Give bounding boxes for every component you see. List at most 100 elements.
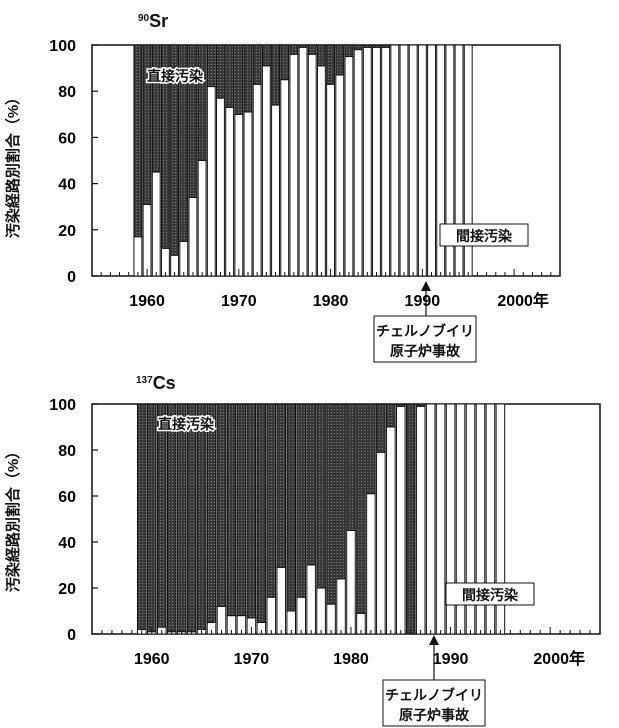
title-sr90: 90Sr (138, 11, 168, 31)
y-tick-label: 100 (49, 38, 76, 55)
bar-indirect (336, 578, 346, 635)
title-mass: 137 (136, 375, 153, 386)
y-tick-label: 60 (58, 489, 76, 506)
bar-direct (206, 403, 217, 623)
bar-indirect (216, 97, 225, 277)
y-tick-label: 20 (58, 223, 76, 240)
y-axis-label: 汚染経路別割合（%） (4, 444, 22, 592)
bar-direct (336, 403, 346, 580)
bar-indirect (386, 426, 396, 635)
x-tick-label: 1980 (333, 651, 369, 668)
bar-indirect (216, 605, 227, 635)
bar-direct (216, 403, 227, 607)
y-tick-label: 80 (58, 443, 76, 460)
bar-indirect (425, 403, 436, 635)
bar-direct (261, 44, 271, 67)
bar-direct (366, 403, 376, 495)
y-tick-label: 0 (67, 269, 76, 286)
event-label-box (373, 315, 477, 363)
bar-indirect (160, 247, 170, 277)
plot-area: 0 20 40 60 80 100 1960 1970 1980 1990 2000年 (49, 38, 561, 310)
bar-direct (396, 403, 406, 407)
bar-direct (243, 44, 253, 113)
bar-indirect (188, 196, 198, 277)
bar-indirect (296, 596, 306, 635)
bar-direct (296, 403, 306, 598)
chart-sr90: 90Sr 汚染経路別割合（%） 0 20 40 60 80 100 1960 1970 1980… (4, 11, 561, 363)
bar-direct (252, 44, 262, 85)
bar-direct (372, 44, 381, 48)
x-tick-label: 2000年 (533, 649, 585, 668)
bar-indirect (353, 49, 363, 277)
bar-indirect (376, 451, 386, 635)
title-mass: 90 (138, 13, 150, 24)
title-cs137: 137Cs (136, 373, 176, 393)
bar-direct (146, 403, 157, 633)
bar-indirect (151, 171, 161, 277)
bar-indirect (372, 46, 381, 277)
bar-direct (276, 403, 287, 568)
bar-indirect (197, 160, 207, 277)
bar-direct (356, 403, 366, 614)
bar-direct (156, 403, 167, 628)
bar-direct (256, 403, 267, 623)
bar-direct (266, 403, 277, 598)
bar-direct (316, 403, 326, 589)
bar-direct (326, 44, 336, 85)
bar-direct (326, 403, 336, 605)
bar-direct (246, 403, 257, 619)
bar-direct (197, 44, 207, 161)
legend-direct-label: 直接汚染 (147, 68, 204, 84)
bar-direct (186, 403, 197, 633)
y-tick-label: 40 (58, 177, 76, 194)
bar-direct (298, 44, 308, 48)
bar-direct (376, 403, 386, 453)
legend-indirect-label: 間接汚染 (456, 228, 513, 244)
y-axis-label: 汚染経路別割合（%） (4, 90, 22, 238)
bar-direct (179, 44, 189, 242)
bar-direct (335, 44, 345, 76)
y-tick-label: 60 (58, 130, 76, 147)
indirect-label-box (445, 582, 535, 606)
title-symbol: Sr (149, 11, 168, 31)
bar-indirect (399, 44, 409, 277)
bar-indirect (266, 596, 277, 635)
bar-indirect (427, 44, 436, 277)
bar-direct (196, 403, 207, 630)
event-annotation: チェルノブイリ 原子炉事故 (373, 281, 477, 363)
bar-direct (206, 44, 216, 88)
bar-indirect (142, 203, 152, 277)
bar-direct (160, 44, 170, 249)
bar-direct (405, 403, 416, 635)
bar-indirect (366, 493, 376, 635)
event-label-box (382, 679, 486, 727)
chart-cs137: 137Cs 汚染経路別割合（%） 0 20 40 60 80 100 1960 1970 198… (4, 373, 601, 727)
bar-indirect (298, 46, 308, 277)
bar-direct (234, 44, 244, 115)
bar-direct (286, 403, 296, 612)
bar-indirect (344, 56, 354, 277)
bar-direct (137, 403, 147, 630)
bar-direct (306, 403, 316, 566)
bar-indirect (435, 403, 446, 635)
bar-direct (225, 44, 235, 108)
event-arrow-head (421, 281, 431, 291)
event-label-line1: チェルノブイリ (376, 323, 474, 339)
event-label-line1: チェルノブイリ (385, 687, 483, 703)
bar-direct (170, 44, 180, 256)
bar-indirect (390, 44, 400, 277)
bar-indirect (261, 65, 271, 277)
event-label-line2: 原子炉事故 (399, 707, 470, 723)
legend-direct-label: 直接汚染 (158, 416, 215, 432)
bar-direct (386, 403, 396, 428)
event-annotation: チェルノブイリ 原子炉事故 (382, 635, 486, 727)
bar-direct (236, 403, 247, 617)
x-tick-label: 1960 (134, 651, 170, 668)
x-tick-label: 2000年 (497, 291, 549, 310)
bar-indirect (306, 564, 316, 635)
bar-direct (226, 403, 237, 617)
x-tick-label: 1990 (405, 293, 441, 310)
bar-indirect (346, 530, 356, 635)
bar-indirect (326, 83, 336, 277)
x-tick-label: 1980 (313, 293, 349, 310)
